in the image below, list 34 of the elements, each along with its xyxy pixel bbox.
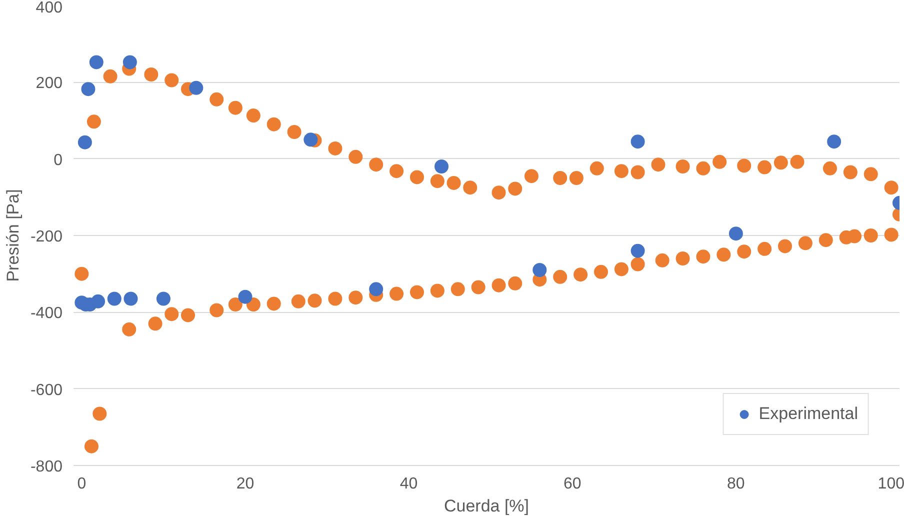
x-axis-title: Cuerda [%]	[444, 496, 530, 516]
point	[124, 292, 138, 306]
point	[630, 244, 645, 258]
point	[369, 282, 384, 296]
x-tick-label: 80	[727, 476, 745, 492]
y-tick-label: 0	[54, 152, 63, 169]
point	[78, 135, 92, 150]
point	[630, 134, 645, 149]
x-tick-label: 20	[236, 476, 254, 492]
point	[81, 82, 96, 96]
point	[238, 290, 252, 304]
y-tick-label: -200	[30, 228, 63, 246]
y-tick-label: 200	[36, 75, 63, 92]
point	[91, 294, 106, 308]
y-tick-label: -800	[30, 458, 63, 476]
x-tick-label: 100	[878, 476, 904, 492]
x-tick-label: 40	[400, 476, 418, 492]
x-tick-label: 60	[563, 476, 582, 492]
legend-label: Experimental	[758, 404, 858, 424]
point	[434, 160, 449, 174]
point	[107, 292, 122, 306]
y-tick-label: 400	[36, 0, 63, 16]
x-tick-label: 0	[77, 476, 86, 492]
y-tick-label: -600	[30, 382, 63, 399]
point	[728, 226, 743, 241]
point	[89, 55, 104, 70]
point	[156, 292, 170, 306]
y-tick-label: -400	[30, 305, 63, 322]
y-axis-title: Presión [Pa]	[3, 189, 22, 282]
point	[189, 80, 204, 95]
point	[304, 132, 318, 147]
point	[122, 55, 137, 70]
point	[532, 263, 547, 277]
point	[827, 134, 842, 149]
